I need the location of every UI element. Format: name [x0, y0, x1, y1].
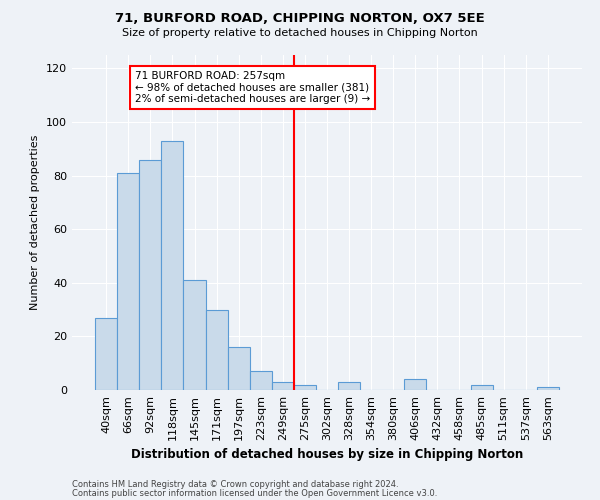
Y-axis label: Number of detached properties: Number of detached properties [31, 135, 40, 310]
Text: Contains HM Land Registry data © Crown copyright and database right 2024.: Contains HM Land Registry data © Crown c… [72, 480, 398, 489]
Text: 71 BURFORD ROAD: 257sqm
← 98% of detached houses are smaller (381)
2% of semi-de: 71 BURFORD ROAD: 257sqm ← 98% of detache… [135, 71, 370, 104]
Bar [338, 382, 360, 390]
Bar [117, 173, 139, 390]
Bar [206, 310, 227, 390]
Bar [537, 388, 559, 390]
Bar [227, 347, 250, 390]
Bar [294, 384, 316, 390]
Bar [470, 384, 493, 390]
Bar [184, 280, 206, 390]
Bar [404, 380, 427, 390]
Bar [161, 141, 184, 390]
X-axis label: Distribution of detached houses by size in Chipping Norton: Distribution of detached houses by size … [131, 448, 523, 462]
Bar [139, 160, 161, 390]
Bar [272, 382, 294, 390]
Bar [95, 318, 117, 390]
Bar [250, 371, 272, 390]
Text: 71, BURFORD ROAD, CHIPPING NORTON, OX7 5EE: 71, BURFORD ROAD, CHIPPING NORTON, OX7 5… [115, 12, 485, 26]
Text: Contains public sector information licensed under the Open Government Licence v3: Contains public sector information licen… [72, 490, 437, 498]
Text: Size of property relative to detached houses in Chipping Norton: Size of property relative to detached ho… [122, 28, 478, 38]
